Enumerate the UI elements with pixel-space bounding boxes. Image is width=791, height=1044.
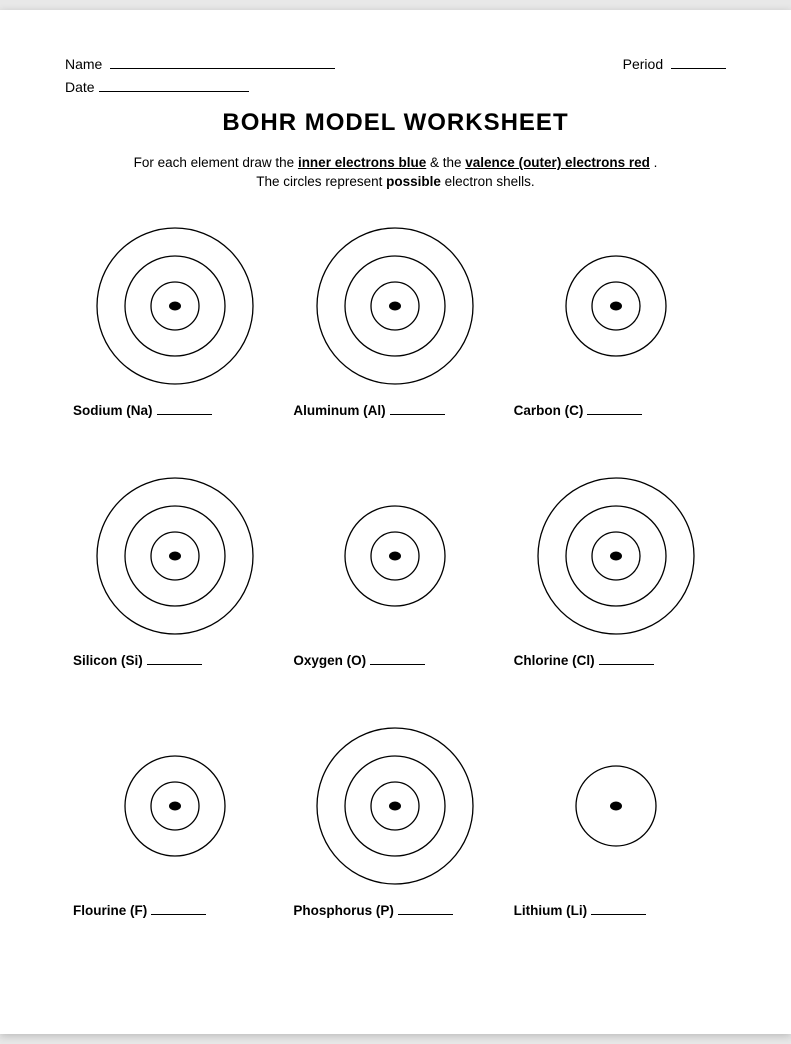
element-name: Oxygen (O) [293, 653, 366, 668]
nucleus [610, 802, 622, 811]
instr-valence: valence (outer) electrons red [465, 155, 650, 170]
sub-suffix: electron shells. [445, 174, 535, 189]
bohr-cell: Lithium (Li) [506, 711, 726, 961]
element-name: Lithium (Li) [514, 903, 587, 918]
nucleus [169, 552, 181, 561]
element-name: Phosphorus (P) [293, 903, 394, 918]
element-label: Silicon (Si) [65, 651, 202, 668]
element-name: Aluminum (Al) [293, 403, 385, 418]
bohr-diagram [65, 211, 285, 401]
instructions-line-1: For each element draw the inner electron… [65, 155, 726, 170]
header-row-2: Date [65, 78, 726, 95]
bohr-cell: Oxygen (O) [285, 461, 505, 711]
answer-blank[interactable] [151, 901, 206, 915]
nucleus [389, 802, 401, 811]
bohr-diagram [285, 711, 505, 901]
bohr-diagram [285, 211, 505, 401]
bohr-svg [92, 223, 258, 389]
bohr-diagram [506, 711, 726, 901]
nucleus [169, 302, 181, 311]
element-name: Sodium (Na) [73, 403, 153, 418]
bohr-cell: Silicon (Si) [65, 461, 285, 711]
element-name: Silicon (Si) [73, 653, 143, 668]
header-row-1: Name Period [65, 55, 726, 72]
bohr-cell: Flourine (F) [65, 711, 285, 961]
bohr-cell: Sodium (Na) [65, 211, 285, 461]
answer-blank[interactable] [599, 651, 654, 665]
name-blank[interactable] [110, 55, 335, 69]
period-label: Period [623, 56, 663, 72]
element-label: Flourine (F) [65, 901, 206, 918]
bohr-svg [561, 251, 671, 361]
element-name: Carbon (C) [514, 403, 584, 418]
bohr-cell: Aluminum (Al) [285, 211, 505, 461]
period-field: Period [623, 55, 726, 72]
element-label: Sodium (Na) [65, 401, 212, 418]
element-name: Chlorine (Cl) [514, 653, 595, 668]
answer-blank[interactable] [370, 651, 425, 665]
sub-bold: possible [386, 174, 441, 189]
nucleus [610, 552, 622, 561]
nucleus [389, 302, 401, 311]
bohr-svg [120, 751, 230, 861]
answer-blank[interactable] [591, 901, 646, 915]
bohr-svg [92, 473, 258, 639]
element-label: Chlorine (Cl) [506, 651, 654, 668]
worksheet-page: Name Period Date BOHR MODEL WORKSHEET Fo… [0, 10, 791, 1034]
bohr-svg [312, 223, 478, 389]
instr-period: . [654, 155, 658, 170]
bohr-grid: Sodium (Na) Aluminum (Al) Carbon (C) Silico… [65, 211, 726, 961]
name-label: Name [65, 56, 102, 72]
answer-blank[interactable] [157, 401, 212, 415]
bohr-svg [571, 761, 661, 851]
answer-blank[interactable] [390, 401, 445, 415]
bohr-diagram [506, 211, 726, 401]
name-field: Name [65, 55, 335, 72]
answer-blank[interactable] [147, 651, 202, 665]
element-label: Carbon (C) [506, 401, 643, 418]
nucleus [169, 802, 181, 811]
instr-inner: inner electrons blue [298, 155, 426, 170]
bohr-diagram [506, 461, 726, 651]
instr-amp: & the [430, 155, 465, 170]
bohr-diagram [65, 711, 285, 901]
bohr-diagram [285, 461, 505, 651]
date-blank[interactable] [99, 78, 249, 92]
bohr-svg [533, 473, 699, 639]
element-label: Aluminum (Al) [285, 401, 444, 418]
element-label: Lithium (Li) [506, 901, 646, 918]
element-name: Flourine (F) [73, 903, 147, 918]
nucleus [389, 552, 401, 561]
sub-prefix: The circles represent [256, 174, 386, 189]
nucleus [610, 302, 622, 311]
bohr-svg [312, 723, 478, 889]
bohr-cell: Carbon (C) [506, 211, 726, 461]
bohr-svg [340, 501, 450, 611]
element-label: Oxygen (O) [285, 651, 425, 668]
answer-blank[interactable] [398, 901, 453, 915]
page-title: BOHR MODEL WORKSHEET [65, 109, 726, 137]
bohr-diagram [65, 461, 285, 651]
period-blank[interactable] [671, 55, 726, 69]
instr-prefix: For each element draw the [134, 155, 298, 170]
instructions-line-2: The circles represent possible electron … [65, 174, 726, 189]
bohr-cell: Chlorine (Cl) [506, 461, 726, 711]
bohr-cell: Phosphorus (P) [285, 711, 505, 961]
element-label: Phosphorus (P) [285, 901, 453, 918]
date-label: Date [65, 79, 95, 95]
answer-blank[interactable] [587, 401, 642, 415]
